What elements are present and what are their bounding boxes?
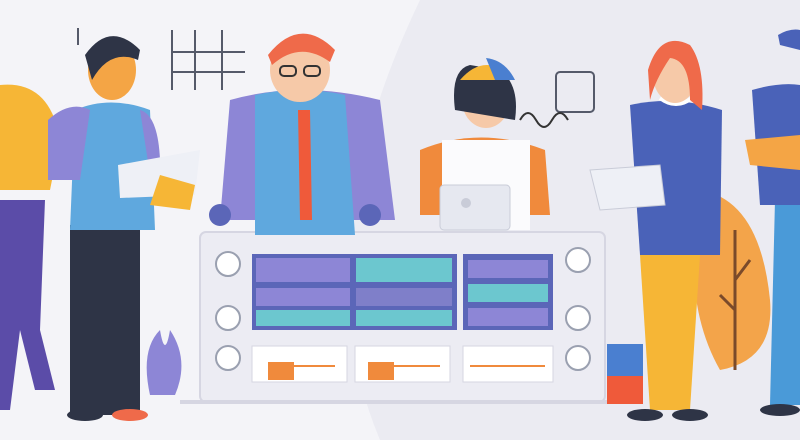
console-knob: [215, 345, 241, 371]
person-right-edge: [745, 29, 800, 416]
console-knob: [565, 345, 591, 371]
wall-grid-decor: [77, 28, 245, 90]
plant-decor: [146, 330, 182, 395]
console-knob: [215, 251, 241, 277]
console-knob: [565, 247, 591, 273]
console-knob: [565, 305, 591, 331]
console-knob: [215, 305, 241, 331]
person-with-laptop: [589, 40, 722, 421]
person-with-tablet: [48, 36, 200, 421]
wave-decor: [519, 112, 569, 128]
person-with-hardhat: [420, 58, 550, 231]
wall-frame-decor: [555, 71, 595, 113]
box-decor: [607, 376, 643, 404]
box-decor: [607, 344, 643, 376]
floor-line: [180, 400, 630, 404]
person-with-glasses: [209, 33, 395, 235]
server-console: [199, 231, 606, 403]
person-left-edge: [0, 84, 60, 410]
